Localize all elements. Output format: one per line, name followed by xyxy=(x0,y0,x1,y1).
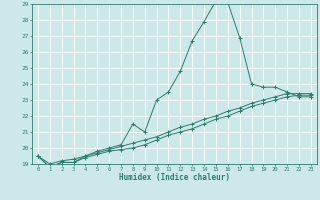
X-axis label: Humidex (Indice chaleur): Humidex (Indice chaleur) xyxy=(119,173,230,182)
